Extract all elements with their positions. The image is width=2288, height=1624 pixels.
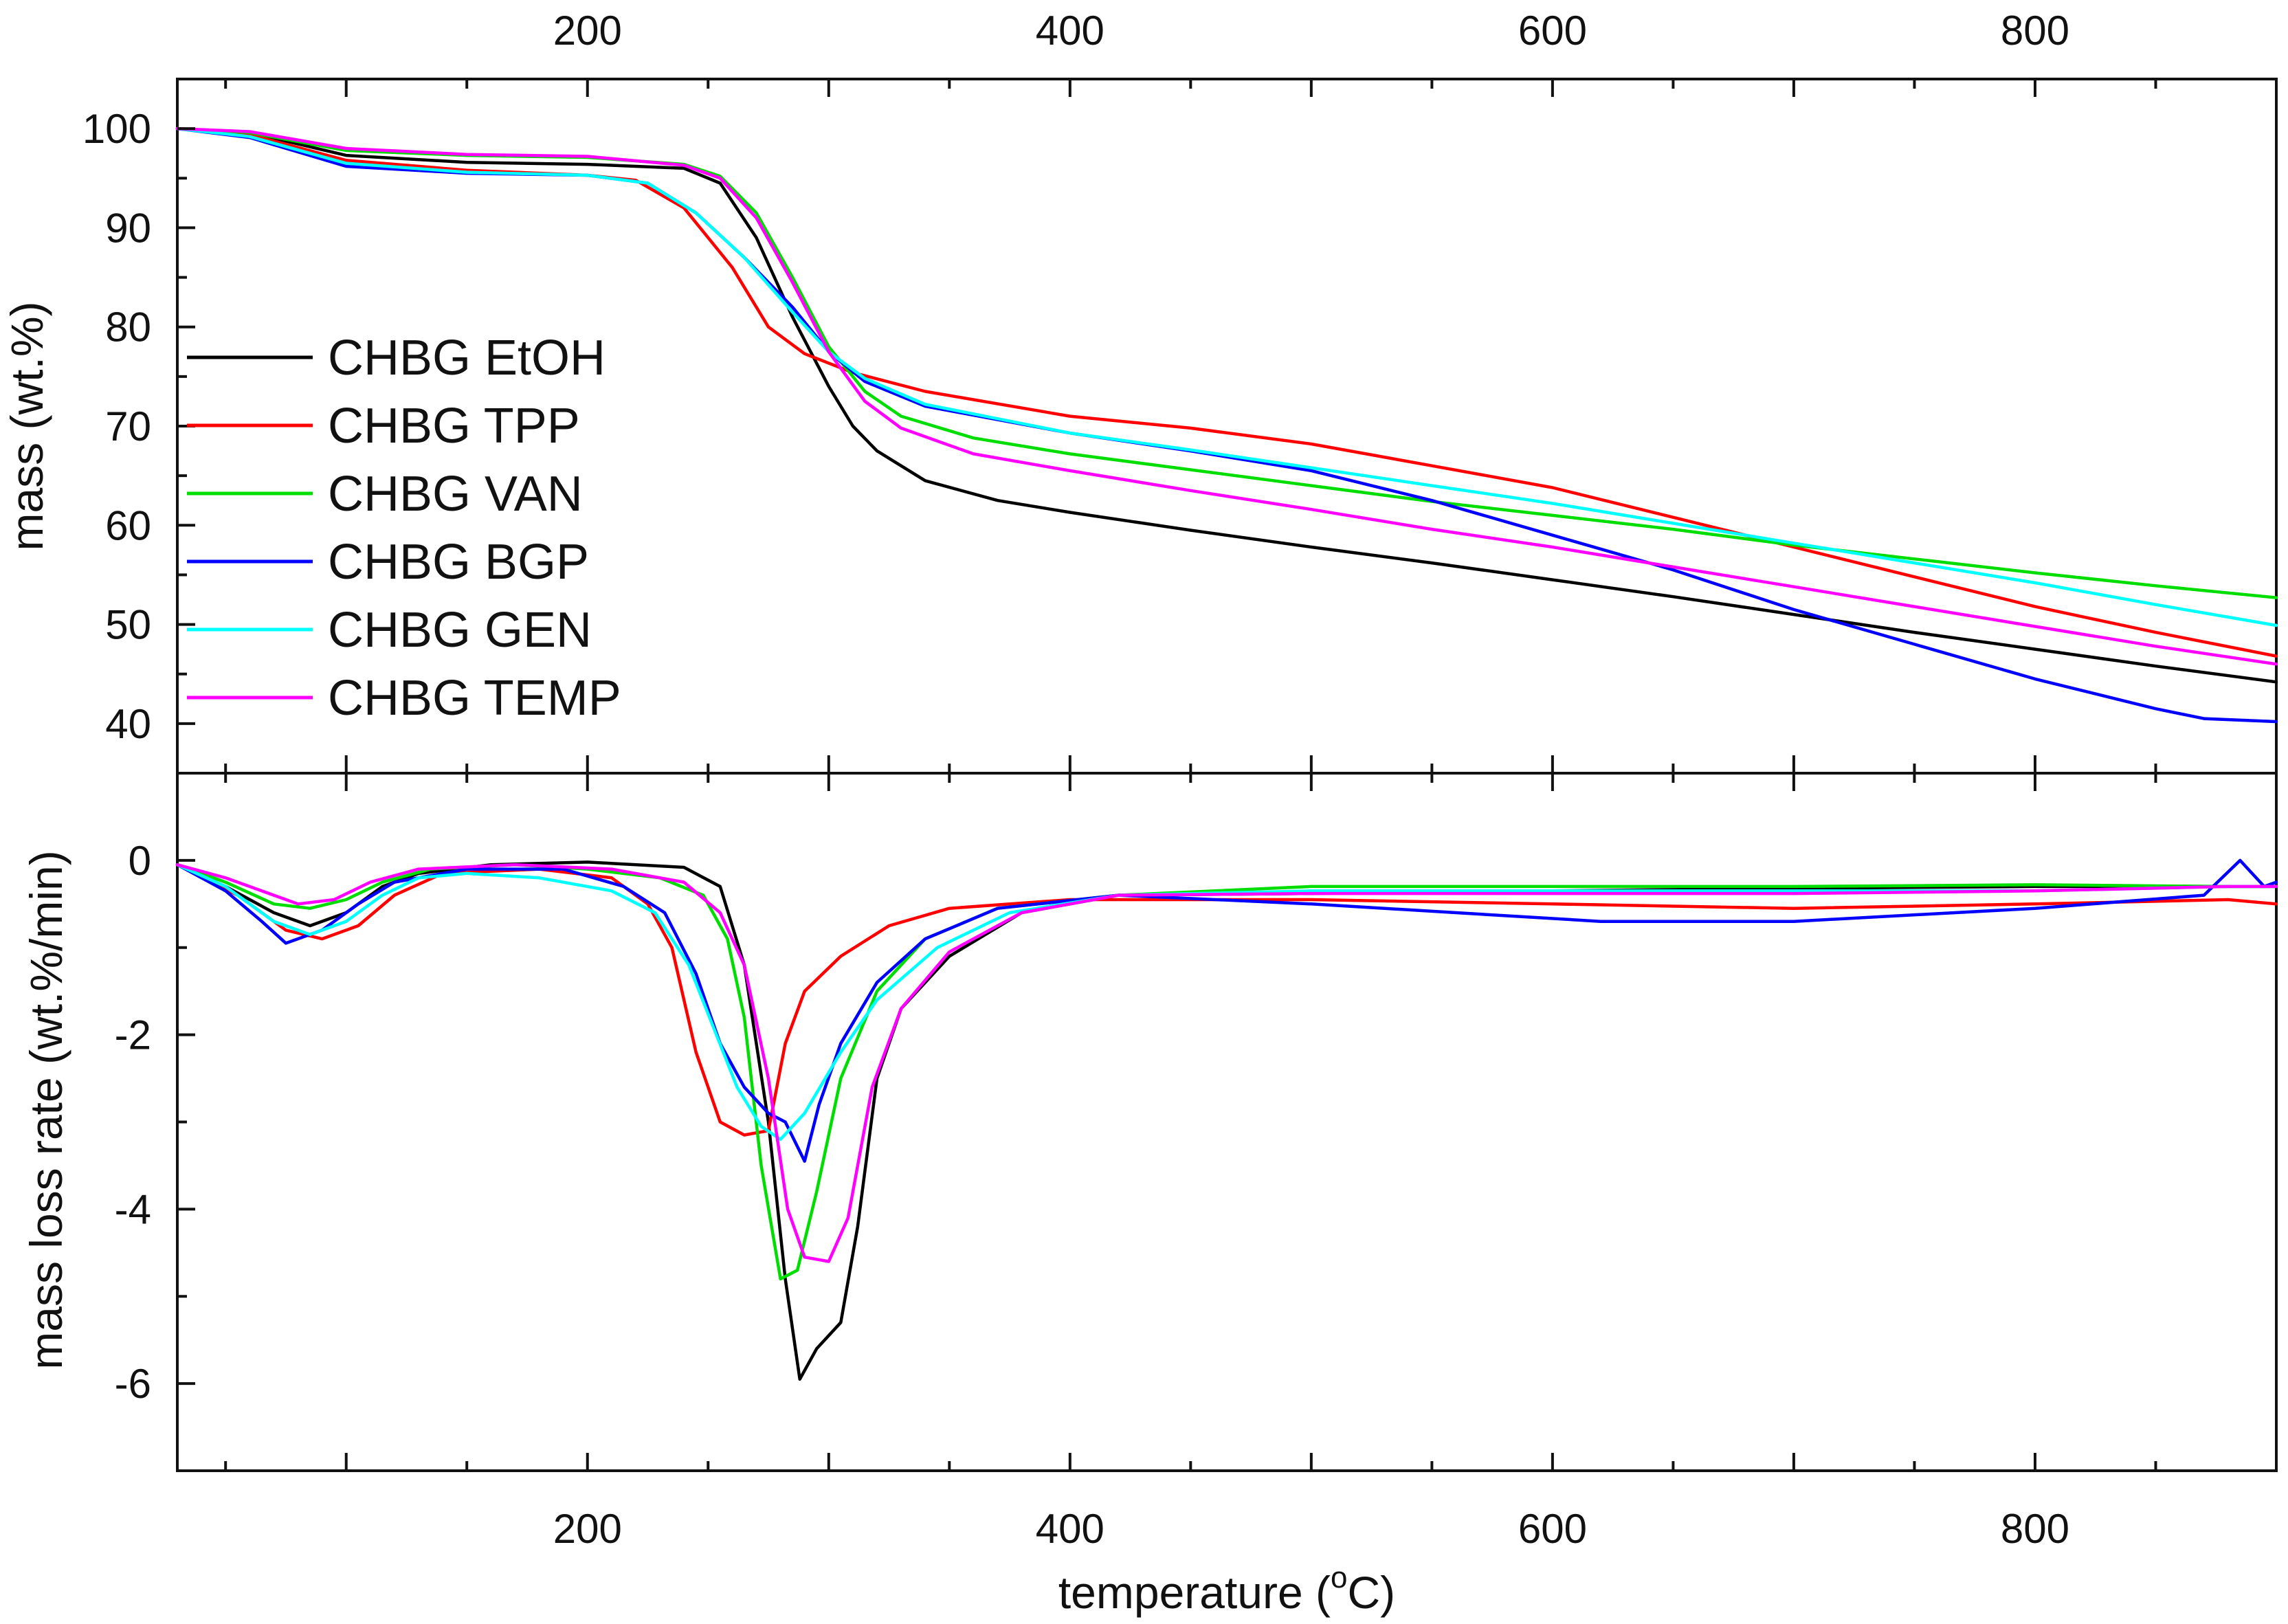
legend-label-chbg-gen: CHBG GEN bbox=[328, 603, 592, 658]
dtg-line-chbg-temp bbox=[175, 863, 2278, 1263]
x-tick-label-bottom-400: 400 bbox=[1036, 1506, 1104, 1552]
y-tick-label-0-80: 80 bbox=[105, 304, 151, 351]
y-tick-label-0-70: 70 bbox=[105, 403, 151, 449]
dtg-series-group bbox=[175, 858, 2278, 1381]
legend: CHBG EtOH CHBG TPP CHBG VAN CHBG BGP CHBG GE… bbox=[187, 331, 621, 726]
y-tick-label-1--4: -4 bbox=[115, 1186, 151, 1232]
legend-label-chbg-temp: CHBG TEMP bbox=[328, 671, 621, 726]
x-axis-title-main: temperature ( bbox=[1058, 1567, 1331, 1618]
dtg-line-chbg-gen bbox=[175, 863, 2278, 1142]
dtg-line-chbg-bgp bbox=[175, 858, 2278, 1163]
legend-label-chbg-van: CHBG VAN bbox=[328, 467, 583, 522]
x-axis-title: temperature (oC) bbox=[1058, 1561, 1395, 1618]
y-tick-label-1-0: 0 bbox=[129, 838, 151, 884]
tga-axes: 200 400 600 800 40 50 60 70 80 90 100 bbox=[82, 8, 2278, 775]
dtg-plot-frame bbox=[176, 772, 2278, 1472]
y-tick-label-0-100: 100 bbox=[82, 106, 151, 152]
dtg-axes: 200 400 600 800 0 -2 -4 -6 bbox=[115, 772, 2278, 1552]
y-tick-label-0-90: 90 bbox=[105, 205, 151, 251]
tga-line-chbg-temp bbox=[175, 126, 2278, 666]
x-tick-label-bottom-800: 800 bbox=[2001, 1506, 2069, 1552]
tga-y-axis-title: mass (wt.%) bbox=[1, 302, 52, 551]
x-tick-label-top-400: 400 bbox=[1036, 8, 1104, 54]
x-tick-label-top-800: 800 bbox=[2001, 8, 2069, 54]
y-tick-label-1--6: -6 bbox=[115, 1361, 151, 1407]
dtg-panel: 200 400 600 800 0 -2 -4 -6 mass loss rate (wt.%… bbox=[21, 772, 2278, 1618]
dtg-line-chbg-etoh bbox=[175, 860, 2278, 1381]
y-tick-label-1--2: -2 bbox=[115, 1012, 151, 1058]
y-tick-label-0-50: 50 bbox=[105, 602, 151, 648]
tga-series-group bbox=[175, 126, 2278, 724]
legend-label-chbg-tpp: CHBG TPP bbox=[328, 399, 580, 454]
y-tick-label-0-60: 60 bbox=[105, 502, 151, 548]
legend-label-chbg-etoh: CHBG EtOH bbox=[328, 331, 606, 386]
tga-line-chbg-etoh bbox=[175, 126, 2278, 684]
dtg-y-axis-title: mass loss rate (wt.%/min) bbox=[21, 850, 71, 1369]
x-tick-label-bottom-600: 600 bbox=[1518, 1506, 1587, 1552]
y-tick-label-0-40: 40 bbox=[105, 701, 151, 747]
x-axis-title-degree: o bbox=[1331, 1561, 1347, 1594]
legend-label-chbg-bgp: CHBG BGP bbox=[328, 535, 589, 590]
x-tick-label-bottom-200: 200 bbox=[553, 1506, 622, 1552]
x-axis-title-unit: C) bbox=[1348, 1567, 1396, 1618]
tga-line-chbg-gen bbox=[175, 126, 2278, 627]
dtg-line-chbg-van bbox=[175, 863, 2278, 1281]
x-tick-label-top-600: 600 bbox=[1518, 8, 1587, 54]
dtg-line-chbg-tpp bbox=[175, 863, 2278, 1137]
x-tick-label-top-200: 200 bbox=[553, 8, 622, 54]
